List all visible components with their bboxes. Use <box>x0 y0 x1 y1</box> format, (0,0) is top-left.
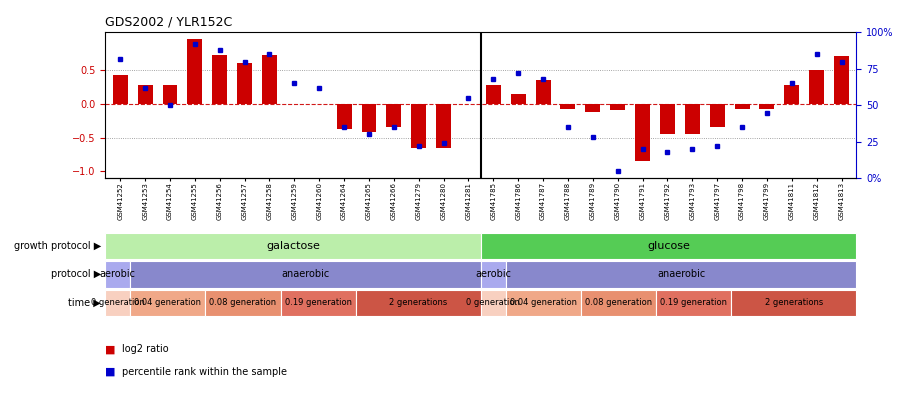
Bar <box>481 233 856 259</box>
Bar <box>731 290 856 316</box>
Text: log2 ratio: log2 ratio <box>122 344 169 354</box>
Bar <box>130 290 205 316</box>
Text: GDS2002 / YLR152C: GDS2002 / YLR152C <box>105 15 233 28</box>
Text: 0.19 generation: 0.19 generation <box>660 298 727 307</box>
Bar <box>506 290 581 316</box>
Text: anaerobic: anaerobic <box>657 269 705 279</box>
Bar <box>581 290 656 316</box>
Bar <box>237 63 252 104</box>
Bar <box>809 70 824 104</box>
Bar <box>735 104 749 109</box>
Bar <box>485 85 501 104</box>
Text: 0 generation: 0 generation <box>91 298 145 307</box>
Bar <box>610 104 625 111</box>
Bar <box>188 39 202 104</box>
Bar <box>130 261 481 288</box>
Text: aerobic: aerobic <box>100 269 136 279</box>
Bar <box>710 104 725 127</box>
Bar <box>355 290 481 316</box>
Bar <box>162 85 178 104</box>
Text: 0.08 generation: 0.08 generation <box>585 298 652 307</box>
Text: protocol ▶: protocol ▶ <box>50 269 101 279</box>
Text: 2 generations: 2 generations <box>765 298 823 307</box>
Bar <box>205 290 280 316</box>
Text: anaerobic: anaerobic <box>281 269 330 279</box>
Text: ■: ■ <box>105 367 115 377</box>
Bar <box>635 104 650 161</box>
Bar <box>506 261 856 288</box>
Bar <box>759 104 774 109</box>
Text: galactose: galactose <box>267 241 320 251</box>
Bar <box>105 233 481 259</box>
Text: 0.08 generation: 0.08 generation <box>210 298 277 307</box>
Bar <box>660 104 675 134</box>
Bar <box>481 261 506 288</box>
Bar <box>213 55 227 104</box>
Bar <box>656 290 731 316</box>
Text: glucose: glucose <box>648 241 690 251</box>
Text: 0.04 generation: 0.04 generation <box>510 298 577 307</box>
Bar <box>337 104 352 129</box>
Bar <box>834 56 849 104</box>
Text: growth protocol ▶: growth protocol ▶ <box>14 241 101 251</box>
Text: 0 generation: 0 generation <box>466 298 520 307</box>
Text: 0.04 generation: 0.04 generation <box>135 298 202 307</box>
Text: 0.19 generation: 0.19 generation <box>285 298 352 307</box>
Text: aerobic: aerobic <box>475 269 511 279</box>
Bar <box>411 104 426 148</box>
Text: time ▶: time ▶ <box>68 298 101 308</box>
Bar <box>536 80 551 104</box>
Bar <box>137 85 153 104</box>
Bar <box>105 261 130 288</box>
Bar <box>685 104 700 134</box>
Bar <box>387 104 401 127</box>
Bar <box>280 290 355 316</box>
Bar <box>511 94 526 104</box>
Bar <box>262 55 277 104</box>
Text: ■: ■ <box>105 344 115 354</box>
Bar <box>362 104 376 132</box>
Bar <box>585 104 600 112</box>
Bar <box>105 290 130 316</box>
Text: percentile rank within the sample: percentile rank within the sample <box>122 367 287 377</box>
Bar <box>784 85 800 104</box>
Bar <box>561 104 575 109</box>
Bar <box>481 290 506 316</box>
Text: 2 generations: 2 generations <box>389 298 447 307</box>
Bar <box>436 104 451 148</box>
Bar <box>113 75 127 104</box>
